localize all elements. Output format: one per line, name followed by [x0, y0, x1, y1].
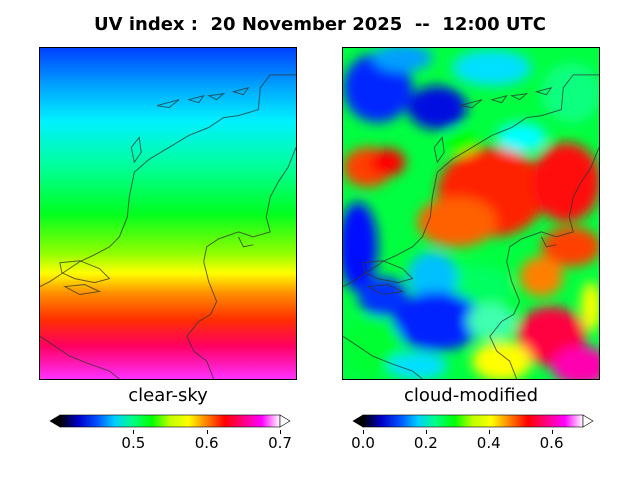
cloud-modified-map: [342, 47, 600, 380]
cloud-modified-field: [343, 48, 599, 379]
cloud-modified-colorbar: [352, 412, 594, 430]
page-title: UV index : 20 November 2025 -- 12:00 UTC: [94, 14, 546, 35]
coastline-left: [40, 74, 296, 379]
cloud-modified-colorbar-tick-label: 0.6: [539, 434, 564, 452]
coastline-right: [343, 74, 599, 379]
clear-sky-colorbar-tick-mark: [280, 430, 281, 434]
cloud-modified-colorbar-tick-mark: [363, 430, 364, 434]
cloud-modified-colorbar-ticks: 0.0 0.2 0.4 0.6: [351, 430, 593, 454]
cloud-modified-colorbar-tick-label: 0.4: [476, 434, 501, 452]
clear-sky-colorbar-ticks: 0.5 0.6 0.7: [50, 430, 292, 454]
clear-sky-colorbar-tick-mark: [206, 430, 208, 434]
cloud-modified-label: cloud-modified: [403, 385, 539, 406]
clear-sky-colorbar-tick-label: 0.7: [268, 434, 292, 452]
cloud-modified-colorbar-tick-mark: [425, 430, 427, 434]
clear-sky-colorbar-tick-label: 0.5: [121, 434, 146, 452]
clear-sky-map: [39, 47, 297, 380]
clear-sky-colorbar-tick-label: 0.6: [194, 434, 219, 452]
cloud-modified-colorbar-tick-mark: [551, 430, 553, 434]
cloud-modified-colorbar-tick-mark: [488, 430, 490, 434]
clear-sky-colorbar: [49, 412, 291, 430]
clear-sky-colorbar-tick-mark: [133, 430, 135, 434]
cloud-modified-colorbar-tick-label: 0.2: [413, 434, 438, 452]
clear-sky-label: clear-sky: [128, 385, 208, 406]
cloud-modified-colorbar-tick-label: 0.0: [351, 434, 375, 452]
